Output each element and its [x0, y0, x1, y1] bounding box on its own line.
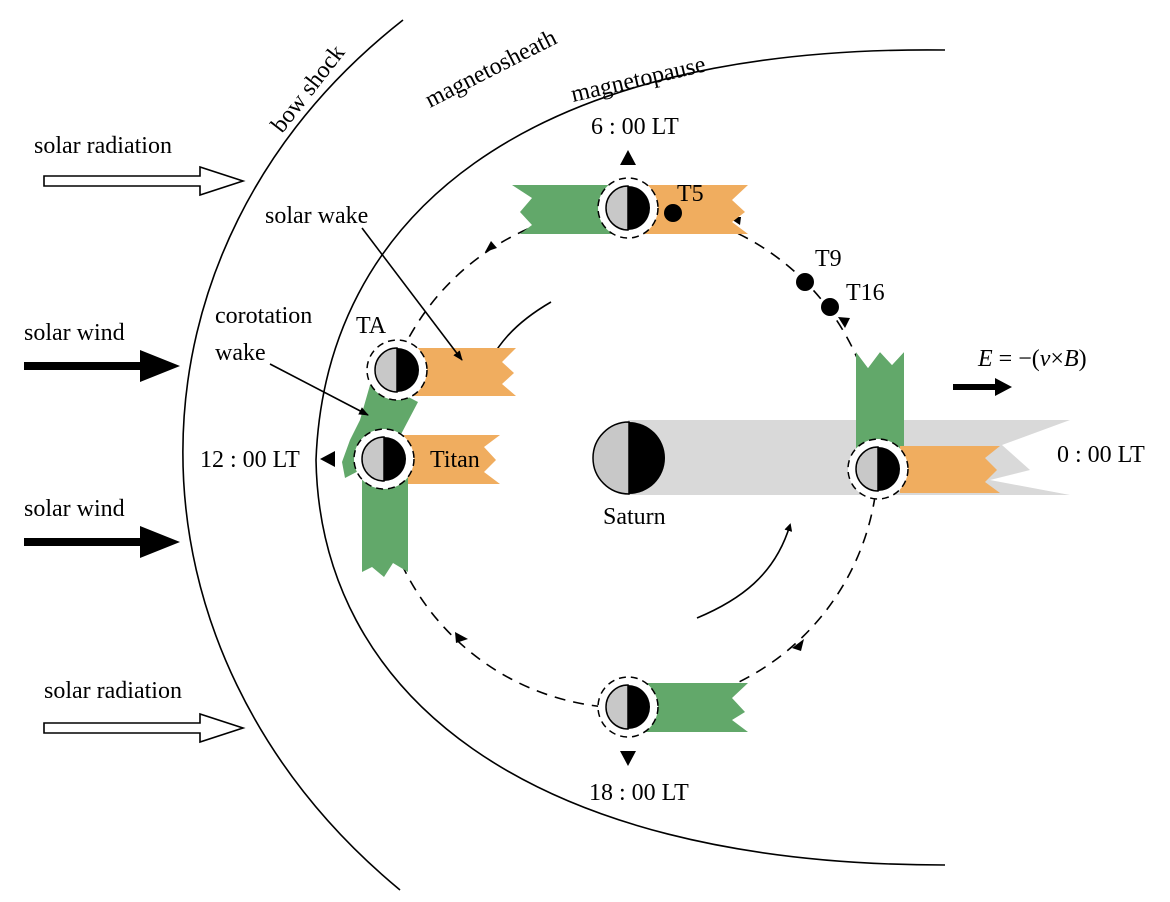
- t16-flyby-marker: [821, 298, 839, 316]
- solar-wind-label-top: solar wind: [24, 320, 125, 346]
- solar-wake: [645, 185, 748, 234]
- orbit-arrow: [838, 317, 850, 328]
- corotation-wake-notch: [856, 350, 904, 368]
- t5-flyby-marker: [664, 204, 682, 222]
- solar-wake-label: solar wake: [265, 203, 368, 229]
- lt-12-marker: [320, 451, 335, 467]
- titan-0lt: [847, 438, 909, 500]
- solar-wake: [400, 435, 500, 484]
- corotation-wake: [362, 470, 408, 577]
- saturn-label: Saturn: [603, 504, 666, 530]
- bow-shock-label: bow shock: [266, 40, 350, 137]
- corotation-wake: [856, 352, 904, 450]
- corotation-wake: [645, 683, 748, 732]
- solar-wake: [900, 446, 1000, 493]
- ta-label: TA: [356, 313, 387, 339]
- magnetopause-label: magnetopause: [569, 52, 709, 108]
- solar-radiation-arrow-bottom: [43, 712, 246, 744]
- titan-label: Titan: [430, 447, 480, 473]
- lt-18-label: 18 : 00 LT: [589, 780, 689, 806]
- t5-label: T5: [677, 181, 704, 207]
- efield-arrow: [953, 378, 1012, 396]
- efield-b: B: [1064, 346, 1079, 372]
- lt-18-marker: [620, 751, 636, 766]
- solar-radiation-label-bottom: solar radiation: [44, 678, 182, 704]
- solar-wind-arrow-bottom: [24, 526, 180, 558]
- solar-wake-pointer: [361, 227, 463, 361]
- efield-eq: = −(: [993, 346, 1040, 372]
- corotation-wake: [512, 185, 612, 234]
- efield-label: E = −(v×B): [977, 346, 1087, 372]
- solar-wind-arrow-top: [24, 350, 180, 382]
- corotation-direction-arrow: [696, 523, 793, 619]
- bow-shock-boundary: [182, 19, 404, 891]
- efield-close: ): [1079, 346, 1087, 372]
- saturn: [592, 421, 665, 495]
- efield-cross: ×: [1050, 346, 1064, 372]
- titan-12lt: [353, 428, 415, 490]
- lt-6-marker: [620, 150, 636, 165]
- efield-v: v: [1040, 346, 1051, 372]
- solar-radiation-label-top: solar radiation: [34, 133, 172, 159]
- orbit-arrow: [485, 241, 497, 252]
- solar-wake: [412, 348, 516, 396]
- orbit-arrow: [455, 632, 468, 643]
- titan-6lt: [597, 177, 659, 239]
- solar-wind-label-bottom: solar wind: [24, 496, 125, 522]
- lt-0-label: 0 : 00 LT: [1057, 442, 1145, 468]
- orbit-arrow: [792, 639, 804, 651]
- t16-label: T16: [846, 280, 885, 306]
- t9-label: T9: [815, 246, 842, 272]
- titan-ta: [366, 339, 428, 401]
- corotation-wake-label-line1: corotation: [215, 303, 312, 329]
- solar-radiation-arrow-top: [43, 165, 246, 197]
- titan-18lt: [597, 676, 659, 738]
- saturn-shadow: [628, 420, 1070, 495]
- corotation-wake-pointer: [269, 363, 369, 416]
- lt-6-label: 6 : 00 LT: [591, 114, 679, 140]
- lt-12-label: 12 : 00 LT: [200, 447, 300, 473]
- efield-e: E: [977, 346, 993, 372]
- t9-flyby-marker: [796, 273, 814, 291]
- magnetopause-boundary: [315, 49, 946, 866]
- corotation-wake-label-line2: wake: [215, 340, 266, 366]
- magnetosheath-label: magnetosheath: [421, 25, 561, 114]
